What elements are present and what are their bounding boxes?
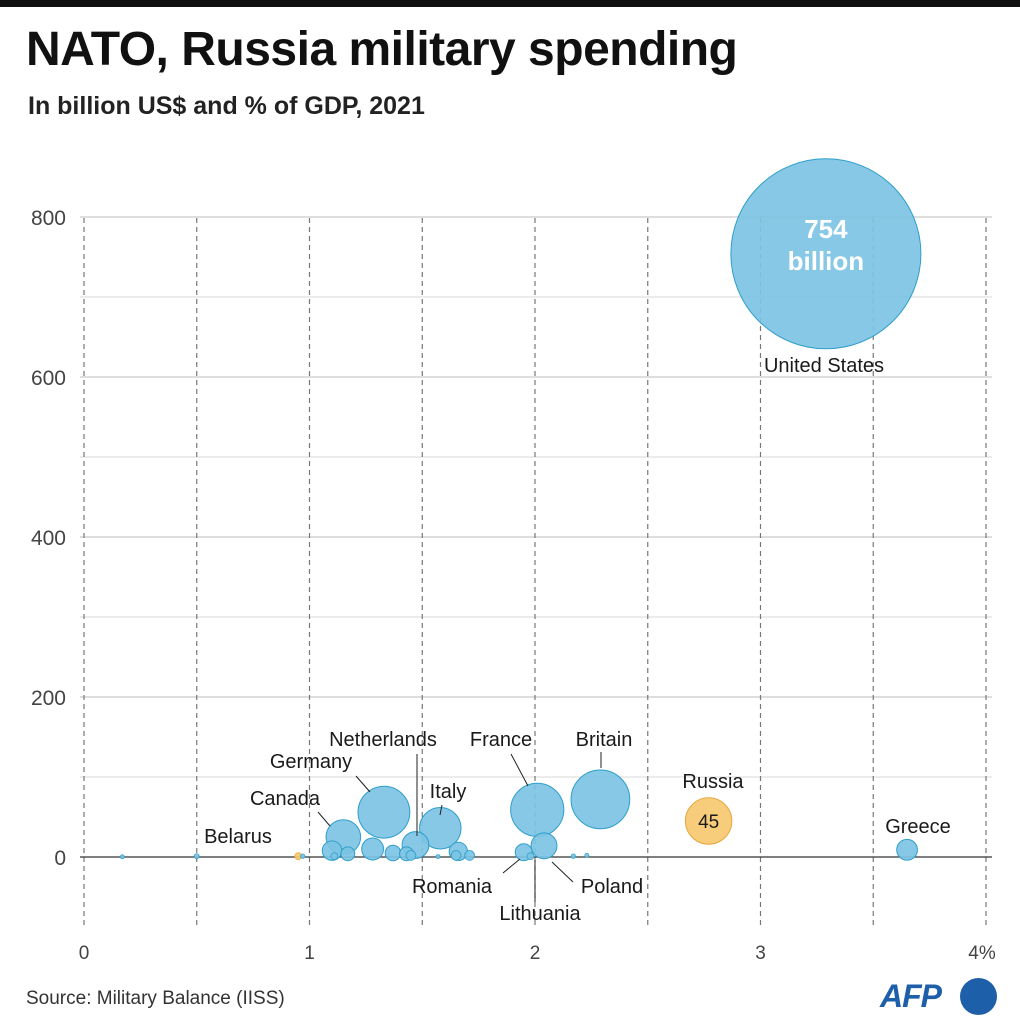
- x-tick-label: 0: [79, 943, 90, 964]
- label-romania: Romania: [412, 876, 493, 898]
- x-tick-label: 2: [530, 943, 541, 964]
- leader-line-italy: [439, 804, 443, 816]
- afp-logo: AFP: [880, 976, 1000, 1016]
- chart-title: NATO, Russia military spending: [26, 23, 738, 76]
- label-layer: United States Britain France NetherlandsGer…: [204, 214, 951, 925]
- label-poland: Poland: [581, 876, 643, 898]
- bubble-unlabeled: [450, 850, 462, 861]
- bubble-greece: [896, 838, 918, 861]
- y-tick-label: 600: [31, 367, 66, 390]
- y-tick-label: 200: [31, 687, 66, 710]
- y-tick-label: 0: [54, 847, 66, 870]
- bubble-unlabeled: [464, 850, 475, 861]
- x-tick-label: 3: [755, 943, 766, 964]
- value-label-united-states: 754: [804, 214, 848, 244]
- value-label-united-states-unit: billion: [788, 246, 865, 276]
- leader-layer: [317, 752, 602, 902]
- y-tick-label: 400: [31, 527, 66, 550]
- label-france: France: [470, 729, 532, 751]
- top-rule: [0, 0, 1020, 7]
- bubble-unlabeled: [405, 850, 417, 861]
- afp-logo-text: AFP: [880, 978, 942, 1014]
- x-tick-label: 1: [304, 943, 315, 964]
- bubble-germany: [357, 785, 411, 839]
- label-canada: Canada: [250, 788, 321, 810]
- label-belarus: Belarus: [204, 826, 272, 848]
- bubble-poland: [530, 832, 558, 860]
- bubble-unlabeled: [435, 854, 441, 859]
- label-greece: Greece: [885, 816, 951, 838]
- bubble-layer: [119, 158, 922, 862]
- leader-line-canada: [317, 811, 331, 827]
- bubble-chart: United States Britain France NetherlandsGer…: [31, 158, 996, 964]
- bubble-unlabeled: [193, 853, 200, 860]
- label-lithuania: Lithuania: [499, 903, 581, 925]
- bubble-unlabeled: [384, 844, 402, 862]
- label-britain: Britain: [576, 729, 633, 751]
- bubble-lithuania: [526, 852, 535, 861]
- bubble-unlabeled: [584, 853, 590, 858]
- y-tick-label: 800: [31, 207, 66, 230]
- leader-line-romania: [502, 858, 521, 874]
- afp-logo-dot-icon: [960, 978, 997, 1015]
- bubble-unlabeled: [340, 846, 356, 862]
- bubble-italy: [419, 806, 462, 850]
- source-note: Source: Military Balance (IISS): [26, 988, 285, 1009]
- bubble-unlabeled: [119, 854, 125, 860]
- bubble-unlabeled: [361, 837, 385, 861]
- bubble-unlabeled: [300, 853, 306, 859]
- bubble-united-states: [730, 158, 922, 350]
- label-netherlands: Netherlands: [329, 729, 437, 751]
- bubble-unlabeled: [330, 852, 339, 861]
- bubble-russia: [684, 797, 733, 845]
- label-russia: Russia: [682, 771, 744, 793]
- chart-subtitle: In billion US$ and % of GDP, 2021: [28, 92, 425, 120]
- bubble-france: [510, 782, 565, 837]
- label-germany: Germany: [270, 751, 352, 773]
- leader-line-germany: [355, 775, 371, 793]
- leader-line-poland: [551, 861, 574, 883]
- bubble-britain: [570, 769, 631, 830]
- label-united-states: United States: [764, 355, 884, 377]
- tick-layer: 0 200 400 600 800 0 1 2 3 4%: [31, 207, 996, 964]
- bubble-unlabeled: [570, 853, 576, 859]
- value-label-russia: 45: [698, 812, 719, 833]
- label-italy: Italy: [430, 781, 467, 803]
- leader-line-france: [510, 753, 529, 787]
- x-tick-label: 4%: [968, 943, 996, 964]
